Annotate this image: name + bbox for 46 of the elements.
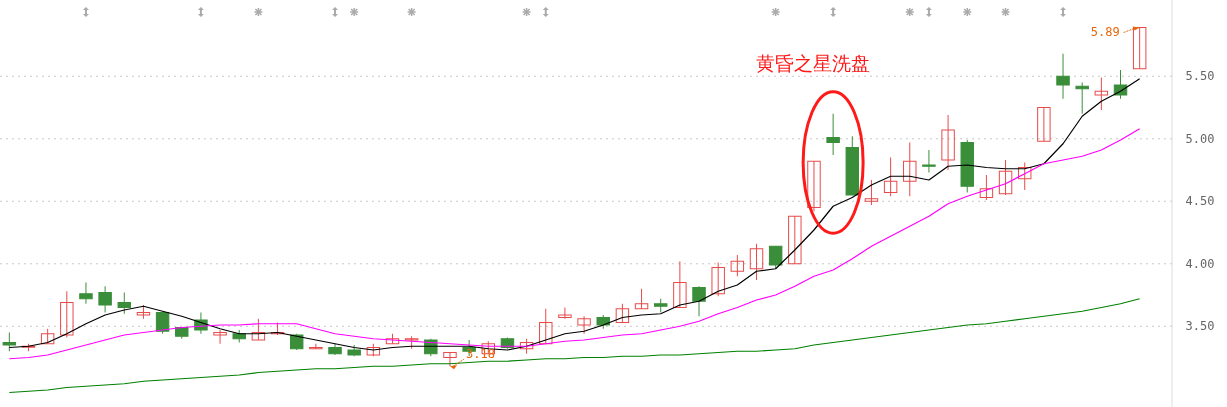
candlestick: [730, 254, 745, 277]
y-tick-label: 5.50: [1185, 69, 1215, 84]
candlestick: [692, 285, 706, 317]
candlestick: [883, 157, 898, 197]
candlestick: [979, 174, 994, 201]
candlestick: [768, 245, 783, 270]
candlestick: [539, 308, 553, 345]
candlestick: [826, 113, 840, 156]
annotation: 黄昏之星洗盘: [756, 51, 871, 74]
candlestick: [922, 149, 936, 173]
annotation: 5.89: [1090, 24, 1120, 39]
candlestick: [1094, 77, 1109, 111]
y-tick-label: 5.00: [1185, 131, 1215, 146]
candlestick: [558, 307, 572, 320]
candlestick: [807, 160, 821, 212]
candlestick: [711, 262, 725, 297]
y-tick-label: 3.50: [1185, 319, 1215, 334]
candlestick: [903, 142, 917, 197]
candlestick: [98, 285, 112, 313]
line-series: [8, 298, 1141, 394]
candlestick: [155, 312, 170, 335]
y-tick-label: 4.50: [1185, 194, 1215, 209]
candlestick: [79, 282, 93, 305]
candlestick: [634, 288, 649, 310]
candlestick: [309, 343, 323, 350]
candlestick: [749, 243, 764, 281]
candlestick: [941, 114, 955, 171]
candlestick: [117, 292, 132, 315]
candlestick: [1017, 162, 1032, 191]
candlestick: [673, 260, 687, 308]
candlestick: [1075, 82, 1089, 115]
candlestick: [60, 290, 74, 338]
candlestick: [864, 179, 879, 206]
candlestick: [443, 352, 457, 367]
candlestick: [251, 318, 266, 341]
candlestick: [1056, 53, 1070, 100]
candlestick: [577, 315, 591, 335]
candlestick: [615, 303, 630, 323]
line-series: [8, 128, 1141, 360]
candlestick: [1037, 107, 1051, 142]
candlestick: [1132, 27, 1147, 70]
candlestick: [788, 215, 802, 265]
y-tick-label: 4.00: [1185, 256, 1215, 271]
candlestick: [213, 329, 227, 345]
candlestick: [998, 159, 1013, 196]
candlestick: [2, 332, 17, 352]
